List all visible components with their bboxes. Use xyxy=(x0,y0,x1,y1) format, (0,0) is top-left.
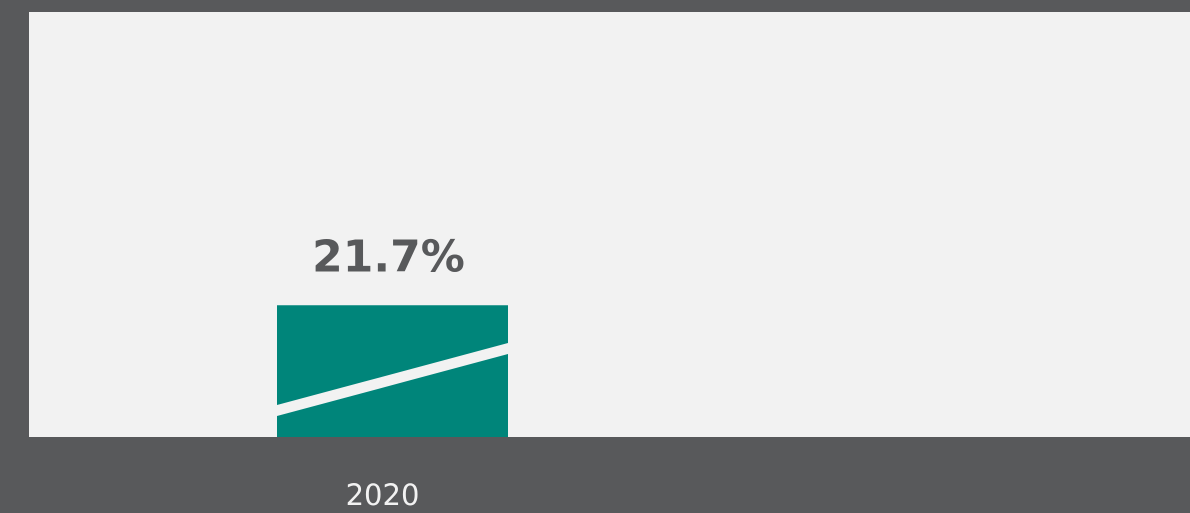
plot-area xyxy=(29,12,1190,437)
axis-break xyxy=(277,343,508,416)
value-label: 21.7% xyxy=(312,231,465,282)
bar xyxy=(277,305,508,437)
x-tick-label: 2020 xyxy=(346,478,420,512)
